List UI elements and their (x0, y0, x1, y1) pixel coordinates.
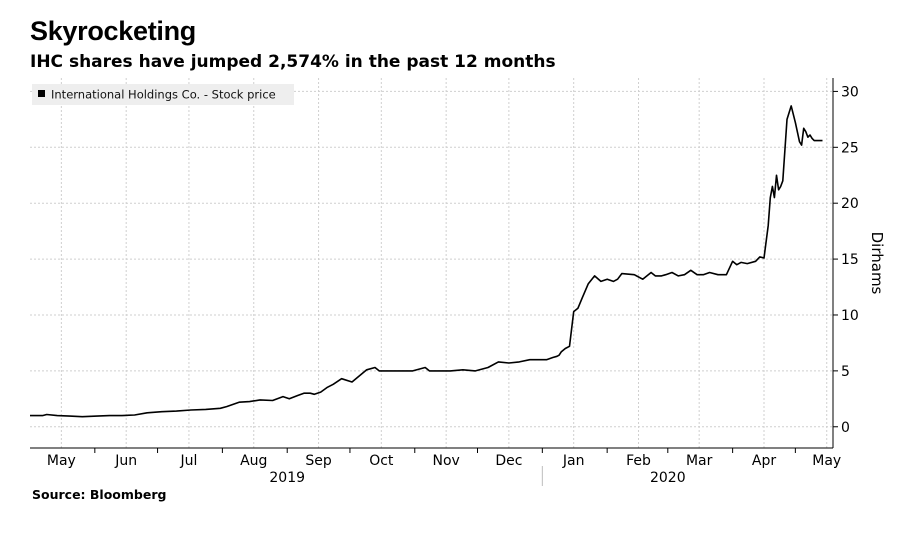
x-tick-label: Jul (179, 453, 197, 469)
legend-background (32, 84, 294, 105)
chart-subtitle: IHC shares have jumped 2,574% in the pas… (30, 52, 556, 72)
x-tick-label: Apr (752, 453, 776, 469)
x-tick-label: Aug (240, 453, 267, 469)
legend: International Holdings Co. - Stock price (32, 84, 294, 105)
y-tick-label: 10 (841, 308, 859, 324)
y-axis-label: Dirhams (868, 232, 886, 295)
x-tick-layer: May Jun Jul Aug Sep Oct Nov Dec Jan Feb Mar Apr May 2… (47, 448, 841, 486)
x-tick-label: Jun (114, 453, 137, 469)
grid-layer (30, 78, 833, 448)
y-tick-label: 0 (841, 420, 850, 436)
year-label-2019: 2019 (269, 470, 305, 486)
series-line-ihc (30, 105, 823, 418)
y-tick-label: 5 (841, 364, 850, 380)
x-tick-label: Nov (432, 453, 459, 469)
legend-swatch (38, 90, 45, 97)
x-tick-label: Oct (369, 453, 394, 469)
y-tick-label: 30 (841, 84, 859, 100)
y-tick-label: 20 (841, 196, 859, 212)
year-label-2020: 2020 (650, 470, 686, 486)
x-tick-label: Mar (686, 453, 713, 469)
x-tick-label: Jan (562, 453, 585, 469)
chart-title: Skyrocketing (30, 16, 196, 46)
x-tick-label: Dec (495, 453, 522, 469)
legend-label: International Holdings Co. - Stock price (51, 88, 276, 102)
x-tick-label: Feb (626, 453, 651, 469)
y-tick-layer: 0 5 10 15 20 25 30 (833, 84, 859, 436)
x-tick-label: May (47, 453, 76, 469)
y-tick-label: 15 (841, 252, 859, 268)
y-tick-label: 25 (841, 140, 859, 156)
source-note: Source: Bloomberg (32, 487, 167, 502)
x-tick-label: Sep (305, 453, 332, 469)
x-tick-label: May (812, 453, 841, 469)
